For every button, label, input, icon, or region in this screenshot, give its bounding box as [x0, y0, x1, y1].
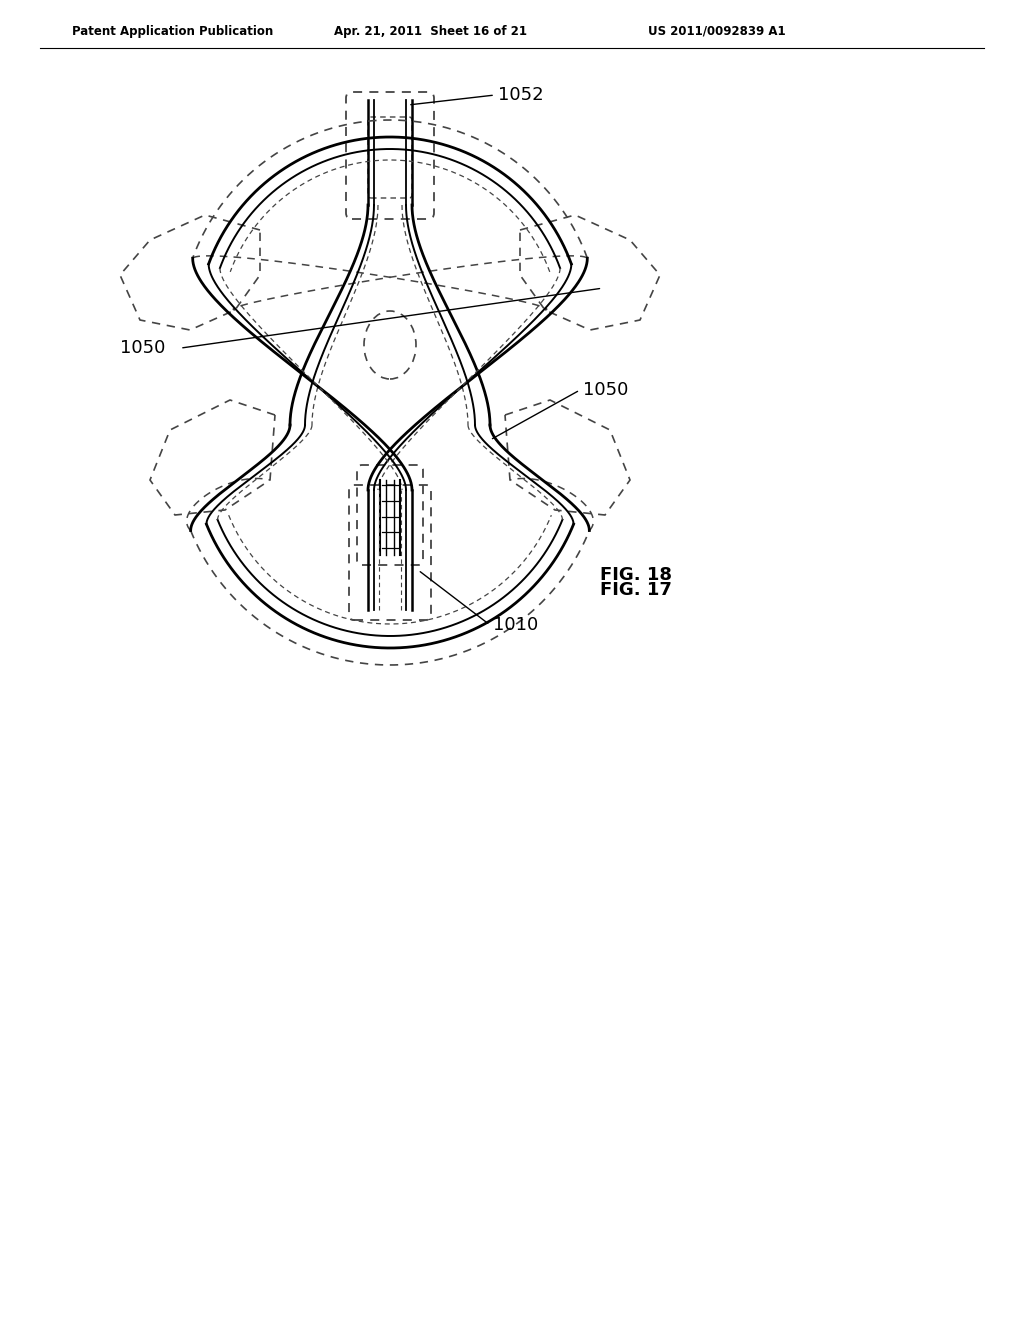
Text: 1010: 1010 [493, 616, 539, 634]
Text: FIG. 17: FIG. 17 [600, 581, 672, 599]
Text: 1050: 1050 [120, 339, 165, 358]
Text: Patent Application Publication: Patent Application Publication [72, 25, 273, 38]
Text: 1052: 1052 [498, 86, 544, 104]
Text: Apr. 21, 2011  Sheet 16 of 21: Apr. 21, 2011 Sheet 16 of 21 [334, 25, 526, 38]
Text: 1050: 1050 [583, 381, 629, 399]
Text: FIG. 18: FIG. 18 [600, 566, 672, 583]
Text: US 2011/0092839 A1: US 2011/0092839 A1 [648, 25, 785, 38]
